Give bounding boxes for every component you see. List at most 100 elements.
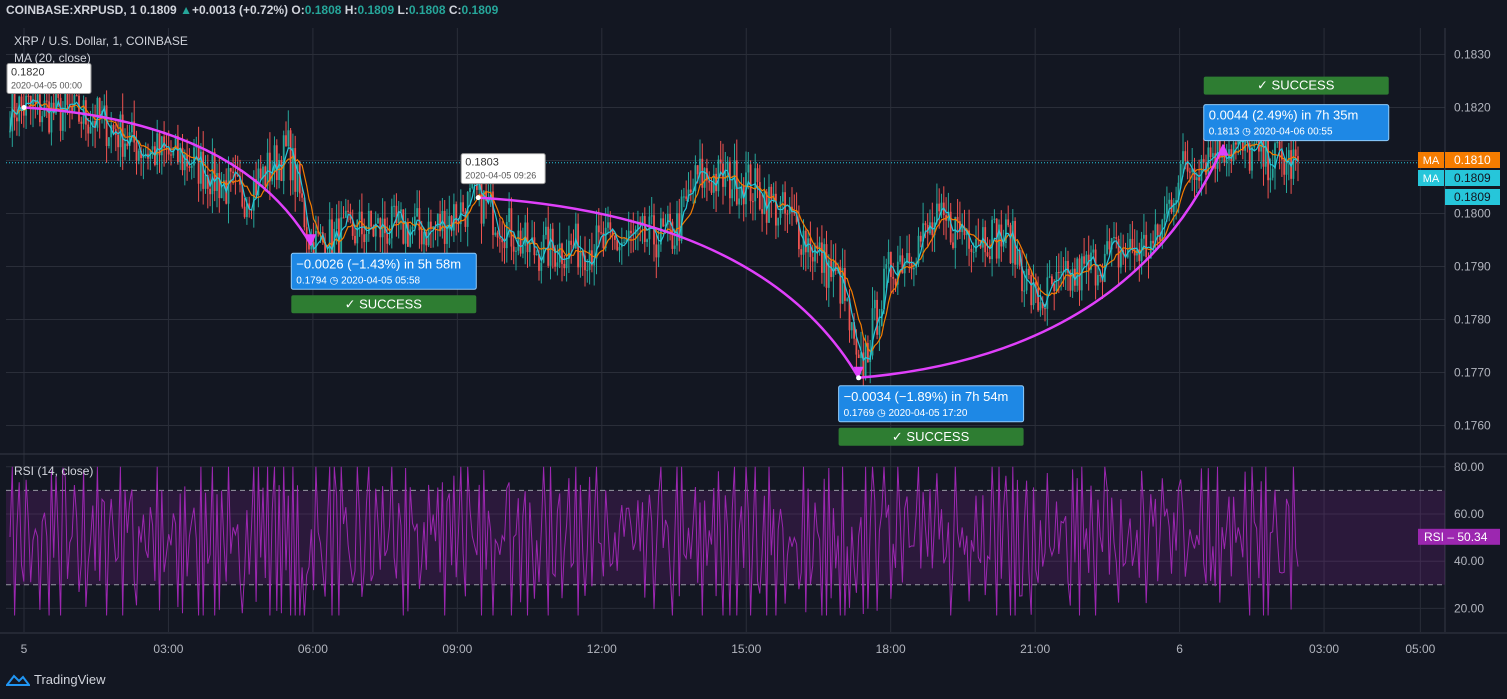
candle-body bbox=[885, 264, 888, 269]
candle-body bbox=[80, 121, 83, 124]
candle-body bbox=[328, 219, 331, 259]
price-tick-label: 0.1780 bbox=[1454, 313, 1491, 327]
rsi-tick-label: 60.00 bbox=[1454, 507, 1484, 521]
high-label: H: bbox=[344, 3, 358, 17]
candle-body bbox=[303, 197, 306, 228]
candle-body bbox=[535, 254, 538, 256]
rsi-legend[interactable]: RSI (14, close) bbox=[14, 464, 94, 478]
candle-body bbox=[761, 209, 763, 214]
candle-body bbox=[756, 168, 759, 183]
candle-body bbox=[581, 251, 584, 256]
candle-body bbox=[703, 168, 706, 188]
candle-body bbox=[1023, 290, 1026, 292]
price-badge bbox=[1445, 152, 1500, 168]
candle-body bbox=[485, 190, 487, 201]
candle-body bbox=[367, 210, 370, 234]
main-series-legend[interactable]: XRP / U.S. Dollar, 1, COINBASE bbox=[14, 34, 188, 48]
time-tick-label: 18:00 bbox=[876, 642, 906, 656]
last-price: 0.1809 bbox=[140, 3, 177, 17]
candle-body bbox=[1267, 133, 1269, 181]
symbol-info-bar: COINBASE:XRPUSD, 1 0.1809 ▲+0.0013 (+0.7… bbox=[6, 3, 498, 17]
candle-body bbox=[108, 137, 110, 147]
tradingview-logo[interactable]: TradingView bbox=[6, 672, 106, 687]
candle-body bbox=[669, 213, 671, 222]
candle-body bbox=[986, 252, 989, 257]
projection-target: 0.1813 ◷ 2020-04-06 00:55 bbox=[1209, 127, 1333, 138]
candle-body bbox=[717, 159, 720, 192]
candle-body bbox=[809, 238, 812, 258]
candle-body bbox=[501, 238, 504, 243]
candle-body bbox=[887, 252, 890, 265]
time-tick-label: 03:00 bbox=[153, 642, 183, 656]
candle-body bbox=[234, 173, 237, 176]
candle-body bbox=[287, 130, 290, 147]
candle-body bbox=[1232, 142, 1235, 162]
candle-body bbox=[1074, 268, 1076, 286]
pivot-dot bbox=[475, 195, 481, 201]
candle-body bbox=[128, 132, 131, 147]
up-arrow-icon: ▲ bbox=[180, 3, 192, 17]
projection-arrows bbox=[21, 105, 1229, 381]
candle-body bbox=[975, 239, 977, 252]
price-badge-value: 0.1809 bbox=[1454, 171, 1491, 185]
candle-body bbox=[719, 159, 722, 164]
candle-body bbox=[1016, 249, 1019, 265]
price-badge-label: MA bbox=[1423, 173, 1440, 185]
candle-body bbox=[248, 203, 251, 210]
candle-body bbox=[41, 116, 44, 123]
projection-target: 0.1794 ◷ 2020-04-05 05:58 bbox=[296, 275, 420, 286]
success-label: ✓ SUCCESS bbox=[892, 429, 970, 444]
candle-body bbox=[1200, 159, 1203, 181]
candle-body bbox=[565, 258, 568, 269]
candle-body bbox=[395, 205, 398, 224]
candle-body bbox=[618, 247, 621, 251]
candle-body bbox=[110, 125, 113, 138]
candle-body bbox=[1046, 277, 1049, 309]
candle-body bbox=[802, 230, 805, 255]
candle-body bbox=[269, 152, 271, 182]
candle-body bbox=[673, 245, 676, 249]
candle-body bbox=[643, 216, 646, 242]
candle-body bbox=[292, 148, 294, 181]
candle-body bbox=[568, 240, 570, 259]
price-badge bbox=[1445, 170, 1500, 186]
candle-body bbox=[296, 164, 299, 192]
candle-body bbox=[418, 208, 421, 231]
candle-body bbox=[841, 267, 844, 304]
ma-legend[interactable]: MA (20, close) bbox=[14, 51, 91, 65]
candle-body bbox=[814, 245, 816, 262]
candle-body bbox=[308, 239, 310, 250]
candle-body bbox=[1166, 203, 1168, 214]
candle-body bbox=[563, 263, 566, 269]
candle-body bbox=[876, 299, 878, 335]
candle-body bbox=[181, 147, 184, 171]
candle-body bbox=[246, 203, 248, 218]
candle-body bbox=[894, 278, 897, 285]
candle-body bbox=[685, 196, 688, 199]
success-badge bbox=[1203, 76, 1389, 95]
candle-body bbox=[179, 147, 182, 163]
candle-body bbox=[683, 196, 685, 198]
candle-body bbox=[59, 97, 62, 131]
candle-body bbox=[1278, 141, 1281, 151]
projection-box bbox=[838, 385, 1025, 423]
candle-body bbox=[1216, 132, 1219, 169]
time-tick-label: 15:00 bbox=[731, 642, 761, 656]
success-badge bbox=[291, 295, 477, 314]
candle-body bbox=[791, 206, 793, 213]
candle-body bbox=[1294, 149, 1297, 157]
candle-body bbox=[1195, 177, 1198, 181]
candle-body bbox=[121, 114, 124, 157]
time-tick-label: 03:00 bbox=[1309, 642, 1339, 656]
candle-body bbox=[528, 242, 531, 253]
candle-body bbox=[549, 228, 552, 266]
candle-body bbox=[777, 217, 780, 226]
candle-body bbox=[804, 230, 807, 253]
candle-body bbox=[857, 354, 860, 358]
projection-box bbox=[1203, 104, 1390, 142]
candle-body bbox=[731, 189, 734, 199]
candle-body bbox=[66, 93, 69, 105]
candle-body bbox=[124, 143, 126, 157]
symbol-name[interactable]: COINBASE:XRPUSD, 1 bbox=[6, 3, 137, 17]
